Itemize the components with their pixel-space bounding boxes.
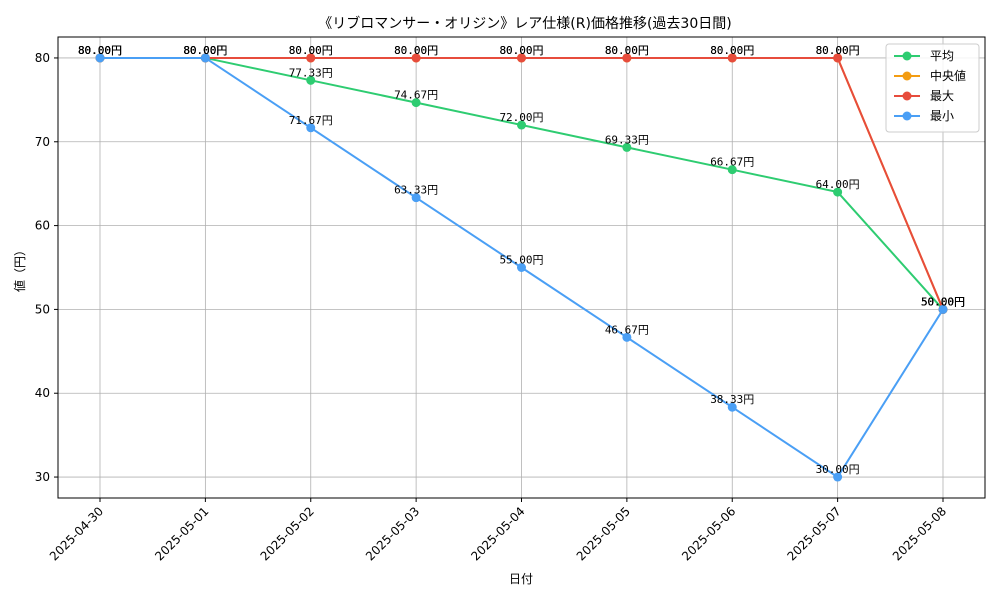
data-point: [622, 332, 632, 342]
data-label: 30.00円: [816, 463, 860, 476]
x-tick-label: 2025-05-01: [152, 504, 211, 563]
data-point: [306, 75, 316, 85]
data-label: 74.67円: [394, 89, 438, 102]
y-tick-label: 80: [35, 51, 50, 65]
data-label: 50.00円: [921, 295, 965, 308]
legend-label: 平均: [930, 49, 954, 63]
data-label: 46.67円: [605, 323, 649, 336]
data-label: 63.33円: [394, 184, 438, 197]
y-tick-label: 30: [35, 470, 50, 484]
legend-item: 最小: [894, 109, 954, 123]
data-label: 80.00円: [499, 44, 543, 57]
data-point: [306, 123, 316, 133]
data-label: 64.00円: [816, 178, 860, 191]
chart-title: 《リブロマンサー・オリジン》レア仕様(R)価格推移(過去30日間): [318, 15, 731, 32]
legend-item: 最大: [894, 89, 954, 103]
data-label: 80.00円: [816, 44, 860, 57]
legend-label: 最大: [930, 89, 954, 103]
data-label: 77.33円: [289, 66, 333, 79]
data-label: 50.00円: [921, 295, 965, 308]
data-label: 80.00円: [710, 44, 754, 57]
data-label: 38.33円: [710, 393, 754, 406]
data-label: 80.00円: [289, 44, 333, 57]
data-point: [727, 165, 737, 175]
y-tick-label: 50: [35, 302, 50, 316]
data-point: [727, 53, 737, 63]
data-label: 80.00円: [183, 44, 227, 57]
x-tick-label: 2025-05-08: [890, 504, 949, 563]
data-label: 80.00円: [78, 44, 122, 57]
y-tick-label: 60: [35, 219, 50, 233]
series-4: [95, 53, 948, 482]
x-tick-label: 2025-05-04: [468, 504, 527, 563]
data-label: 80.00円: [394, 44, 438, 57]
data-label: 80.00円: [499, 44, 543, 57]
x-tick-label: 2025-05-02: [258, 504, 317, 563]
legend-marker: [902, 51, 912, 61]
data-label: 80.00円: [605, 44, 649, 57]
data-label: 69.33円: [605, 133, 649, 146]
data-label: 72.00円: [499, 111, 543, 124]
data-point: [306, 53, 316, 63]
data-label: 80.00円: [394, 44, 438, 57]
data-label: 80.00円: [78, 44, 122, 57]
data-label: 55.00円: [499, 254, 543, 267]
legend-item: 中央値: [894, 68, 966, 83]
data-point: [200, 53, 210, 63]
data-point: [833, 472, 843, 482]
data-point: [411, 53, 421, 63]
tick-labels: 2025-04-30 2025-05-01 2025-05-02 2025-05-03…: [35, 51, 949, 563]
y-axis-label: 値（円）: [12, 244, 27, 292]
data-label: 80.00円: [183, 44, 227, 57]
data-point: [95, 53, 105, 63]
y-tick-label: 70: [35, 135, 50, 149]
data-label: 66.67円: [710, 156, 754, 169]
legend-marker: [902, 71, 912, 81]
x-tick-label: 2025-05-06: [679, 504, 738, 563]
data-point: [833, 187, 843, 197]
y-tick-label: 40: [35, 386, 50, 400]
data-point: [411, 98, 421, 108]
legend-label: 中央値: [930, 68, 966, 83]
data-label: 80.00円: [710, 44, 754, 57]
data-label: 80.00円: [289, 44, 333, 57]
data-point: [727, 402, 737, 412]
data-point: [517, 53, 526, 63]
x-tick-label: 2025-05-03: [363, 504, 422, 563]
legend-marker: [902, 111, 912, 121]
data-label: 80.00円: [183, 44, 227, 57]
x-tick-label: 2025-04-30: [47, 504, 106, 563]
legend-box: [885, 43, 980, 133]
legend-item: 平均: [894, 49, 954, 63]
data-label: 80.00円: [78, 44, 122, 57]
data-label: 50.00円: [921, 295, 965, 308]
data-label: 80.00円: [816, 44, 860, 57]
grid: [58, 37, 985, 498]
data-point: [833, 53, 843, 63]
data-label: 80.00円: [183, 44, 227, 57]
x-axis-label: 日付: [509, 572, 533, 586]
data-point: [622, 53, 632, 63]
x-tick-label: 2025-05-07: [785, 504, 844, 563]
data-labels: 80.00円 80.00円 77.33円 74.67円 72.00円 69.33円 66.6…: [78, 44, 965, 476]
data-label: 50.00円: [921, 295, 965, 308]
data-label: 71.67円: [289, 114, 333, 127]
x-tick-label: 2025-05-05: [574, 504, 633, 563]
data-point: [517, 120, 526, 130]
data-point: [938, 304, 948, 314]
data-point: [517, 263, 526, 272]
data-point: [411, 193, 421, 203]
data-label: 80.00円: [605, 44, 649, 57]
data-point: [622, 142, 632, 152]
legend-label: 最小: [930, 109, 954, 123]
series-layer: [95, 53, 948, 482]
data-label: 80.00円: [78, 44, 122, 57]
legend-marker: [902, 91, 912, 101]
